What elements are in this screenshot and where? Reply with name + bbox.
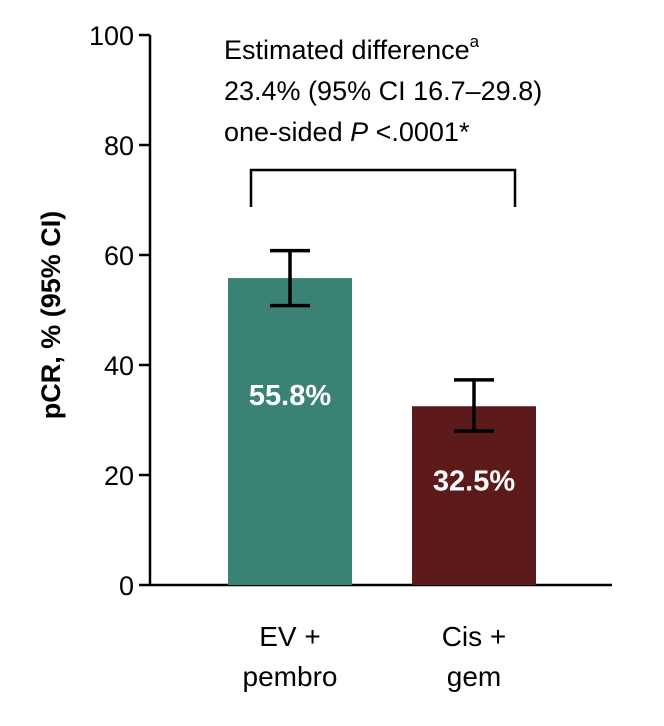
annotation-sided-text: one-sided [224,117,351,147]
annotation-line-3: one-sided P <.0001* [224,112,654,153]
annotation-line-1: Estimated differencea [224,30,654,71]
y-axis-label: pCR, % (95% CI) [36,211,66,420]
bars [228,278,536,585]
y-tick-label: 80 [104,131,134,161]
category-label-line1: Cis + [442,621,507,652]
y-tick-label: 100 [89,21,134,51]
category-label-line2: gem [447,661,501,692]
annotation-p-symbol: P [350,117,369,147]
category-label-line2: pembro [243,661,338,692]
estimated-difference-annotation: Estimated differencea 23.4% (95% CI 16.7… [224,30,654,153]
y-axis: 0 20 40 60 80 100 [89,21,612,601]
y-tick-label: 0 [119,571,134,601]
annotation-footnote-marker: a [469,32,480,51]
bar-value-label: 32.5% [433,465,515,497]
bar [228,278,352,585]
bar [412,406,536,585]
bar-value-label: 55.8% [249,380,331,412]
comparison-bracket [249,168,517,207]
y-tick-label: 40 [104,351,134,381]
annotation-line-2: 23.4% (95% CI 16.7–29.8) [224,76,543,106]
error-bars [270,248,494,433]
category-label-line1: EV + [259,621,320,652]
y-tick-label: 60 [104,241,134,271]
annotation-p-value: <.0001* [368,117,470,147]
data-labels: 55.8% 32.5% [249,380,515,497]
bracket-line [249,168,517,207]
category-labels: EV + pembro Cis + gem [243,621,507,692]
y-tick-label: 20 [104,461,134,491]
annotation-title: Estimated difference [224,35,470,65]
